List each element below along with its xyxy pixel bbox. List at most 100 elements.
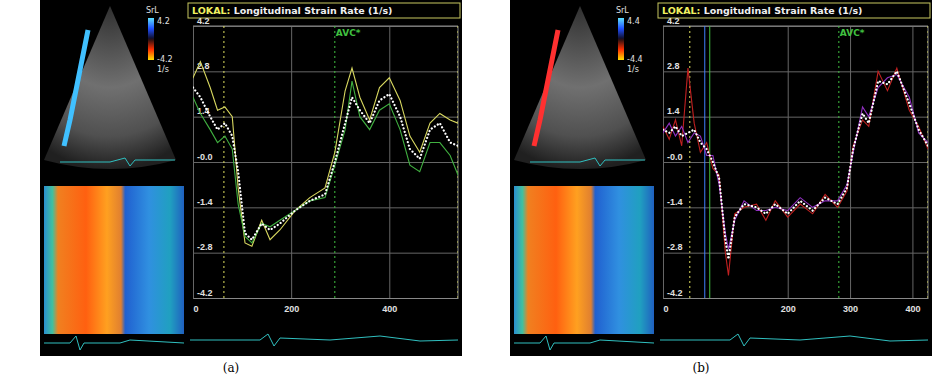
x-tick-label: 400 — [905, 304, 920, 314]
x-tick-label: 0 — [194, 304, 199, 314]
grid-line — [663, 117, 928, 118]
grid-line — [663, 162, 928, 163]
event-marker — [704, 26, 705, 298]
axis-line — [664, 298, 929, 299]
event-marker — [838, 26, 839, 298]
y-tick-label: 2.8 — [667, 61, 680, 71]
ecg-trace — [60, 158, 175, 166]
grid-line — [193, 26, 458, 27]
ecg-trace — [190, 334, 458, 346]
colorbar-label: 1/s — [157, 65, 169, 74]
ultrasound-trace — [64, 30, 88, 146]
plot-frame — [458, 26, 459, 298]
mmode-image — [44, 186, 184, 334]
axis-line — [193, 27, 194, 299]
event-marker — [458, 26, 459, 298]
y-tick: 2.8 — [663, 61, 928, 72]
x-axis: 0 200 300 400 — [664, 26, 929, 314]
colorbar-label: -4.2 — [157, 55, 173, 64]
title: LOKAL: Longitudinal Strain Rate (1/s) — [662, 5, 862, 16]
y-tick: 1.4 — [663, 106, 928, 117]
x-tick: 400 — [382, 26, 397, 314]
grid-line — [193, 298, 458, 299]
y-tick-label: -4.2 — [667, 288, 683, 298]
y-tick: -1.4 — [193, 197, 458, 208]
x-tick: 400 — [905, 26, 920, 314]
mmode-image — [514, 186, 654, 334]
y-tick: -4.2 — [663, 288, 928, 299]
grid-line — [788, 26, 789, 298]
y-tick: -0.0 — [663, 152, 928, 163]
x-tick-label: 400 — [382, 304, 397, 314]
colorbar-label: 4.4 — [627, 17, 640, 26]
series-line — [193, 81, 458, 243]
grid-line — [912, 26, 913, 298]
plot-frame — [193, 26, 458, 27]
y-tick: -4.2 — [193, 288, 458, 299]
panel-background — [40, 0, 462, 356]
series-line — [663, 68, 928, 275]
axis-line — [194, 298, 459, 299]
panel: SrL4.2-4.21/sLOKAL: Longitudinal Strain … — [40, 0, 462, 375]
y-tick-label: 1.4 — [667, 106, 680, 116]
x-tick-label: 300 — [843, 304, 858, 314]
grid-line — [193, 71, 458, 72]
grid-line — [663, 26, 664, 298]
caption: (b) — [692, 361, 709, 375]
ultrasound-image — [44, 6, 176, 169]
y-tick-label: -0.0 — [667, 152, 683, 162]
y-axis: 4.2 2.8 1.4 -0.0 -1.4 -2.8 -4.2 — [663, 16, 928, 299]
y-tick: 1.4 — [193, 106, 458, 117]
y-tick-label: -4.2 — [197, 288, 213, 298]
x-tick-label: 200 — [284, 304, 299, 314]
ultrasound-trace — [534, 30, 558, 146]
plot-area — [663, 26, 928, 298]
panel: SrL4.4-4.41/sLOKAL: Longitudinal Strain … — [510, 0, 932, 375]
grid-line — [193, 207, 458, 208]
axis-line — [663, 27, 664, 299]
ecg-trace — [530, 158, 645, 166]
title: LOKAL: Longitudinal Strain Rate (1/s) — [192, 5, 392, 16]
y-tick-label: 4.2 — [667, 16, 680, 26]
event-marker — [689, 26, 690, 298]
y-axis: 4.22.81.4-0.0-1.4-2.8-4.2 — [193, 16, 458, 299]
plot-frame — [928, 26, 929, 298]
grid-line — [193, 253, 458, 254]
grid-line — [389, 26, 390, 298]
x-tick-label: 0 — [664, 304, 669, 314]
y-tick: -2.8 — [663, 242, 928, 253]
colorbar-label: 4.2 — [157, 17, 170, 26]
x-tick: 200 — [781, 26, 796, 314]
y-tick: -2.8 — [193, 242, 458, 253]
x-tick-label: 200 — [781, 304, 796, 314]
title-box — [188, 3, 460, 18]
grid-line — [193, 162, 458, 163]
marker-label: AVC* — [840, 28, 865, 38]
ecg-trace — [660, 334, 928, 346]
grid-line — [663, 71, 928, 72]
x-tick: 0 — [194, 26, 199, 314]
y-tick-label: -0.0 — [197, 152, 213, 162]
event-marker — [928, 26, 929, 298]
colorbar-label: SrL — [146, 6, 159, 15]
series-line — [663, 75, 928, 250]
plot-area — [193, 26, 458, 298]
y-tick: 4.2 — [193, 16, 458, 27]
series-line — [193, 88, 458, 240]
y-tick-label: -1.4 — [667, 197, 683, 207]
plot-frame — [663, 26, 928, 27]
grid-line — [663, 298, 928, 299]
grid-line — [291, 26, 292, 298]
grid-line — [193, 26, 194, 298]
series-line — [663, 71, 928, 259]
x-axis: 0 200 400 — [194, 26, 459, 314]
x-tick: 0 — [664, 26, 669, 314]
y-tick-label: -2.8 — [197, 242, 213, 252]
marker-label: AVC* — [336, 28, 361, 38]
grid-line — [663, 26, 928, 27]
colorbar — [148, 18, 154, 60]
event-marker — [709, 26, 710, 298]
y-tick-label: -2.8 — [667, 242, 683, 252]
x-tick: 200 — [284, 26, 299, 314]
y-tick-label: -1.4 — [197, 197, 213, 207]
